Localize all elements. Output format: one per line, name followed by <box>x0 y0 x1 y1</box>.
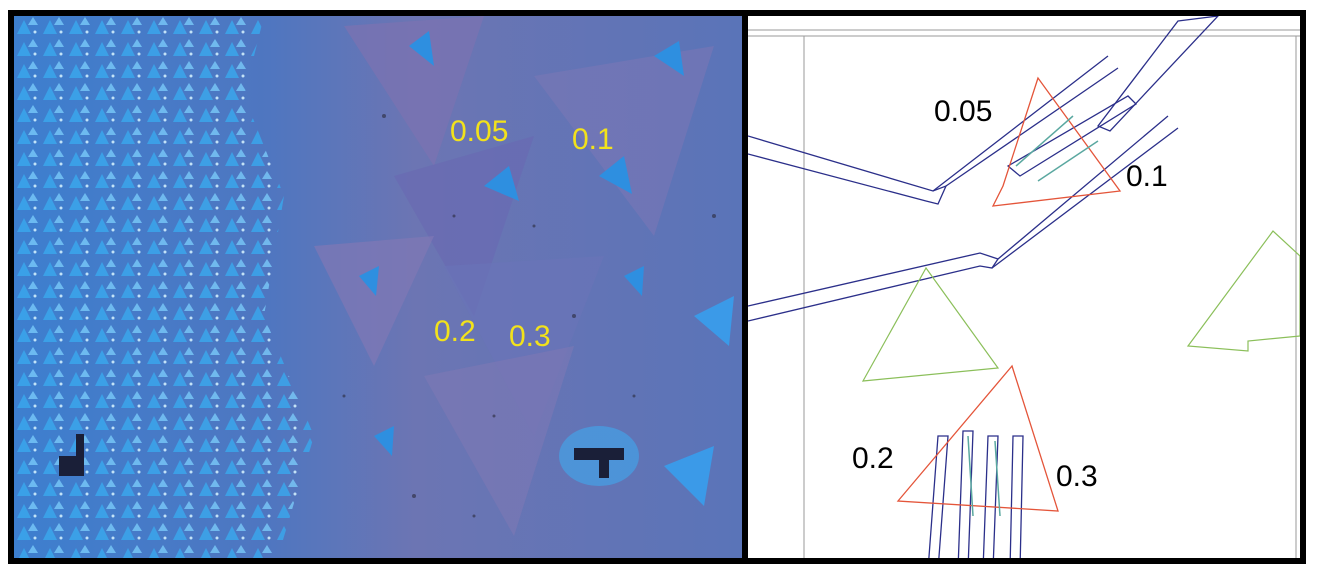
layout-label-0.05: 0.05 <box>934 95 992 128</box>
micrograph-label-0.3: 0.3 <box>509 320 551 353</box>
layout-label-0.2: 0.2 <box>852 442 894 475</box>
panel-divider <box>742 16 748 558</box>
micrograph-label-0.1: 0.1 <box>572 123 614 156</box>
micrograph-label-0.2: 0.2 <box>434 315 476 348</box>
layout-drawing: 0.05 0.1 0.2 0.3 <box>748 16 1300 558</box>
layout-label-0.1: 0.1 <box>1126 160 1168 193</box>
layout-label-0.3: 0.3 <box>1056 460 1098 493</box>
layout-panel: 0.05 0.1 0.2 0.3 <box>748 16 1300 558</box>
marker-right <box>559 426 639 486</box>
figure-frame: 0.05 0.1 0.2 0.3 <box>8 10 1306 564</box>
micrograph-image: 0.05 0.1 0.2 0.3 <box>14 16 742 558</box>
micrograph-panel: 0.05 0.1 0.2 0.3 <box>14 16 742 558</box>
marker-left <box>59 434 84 476</box>
micrograph-label-0.05: 0.05 <box>450 115 508 148</box>
